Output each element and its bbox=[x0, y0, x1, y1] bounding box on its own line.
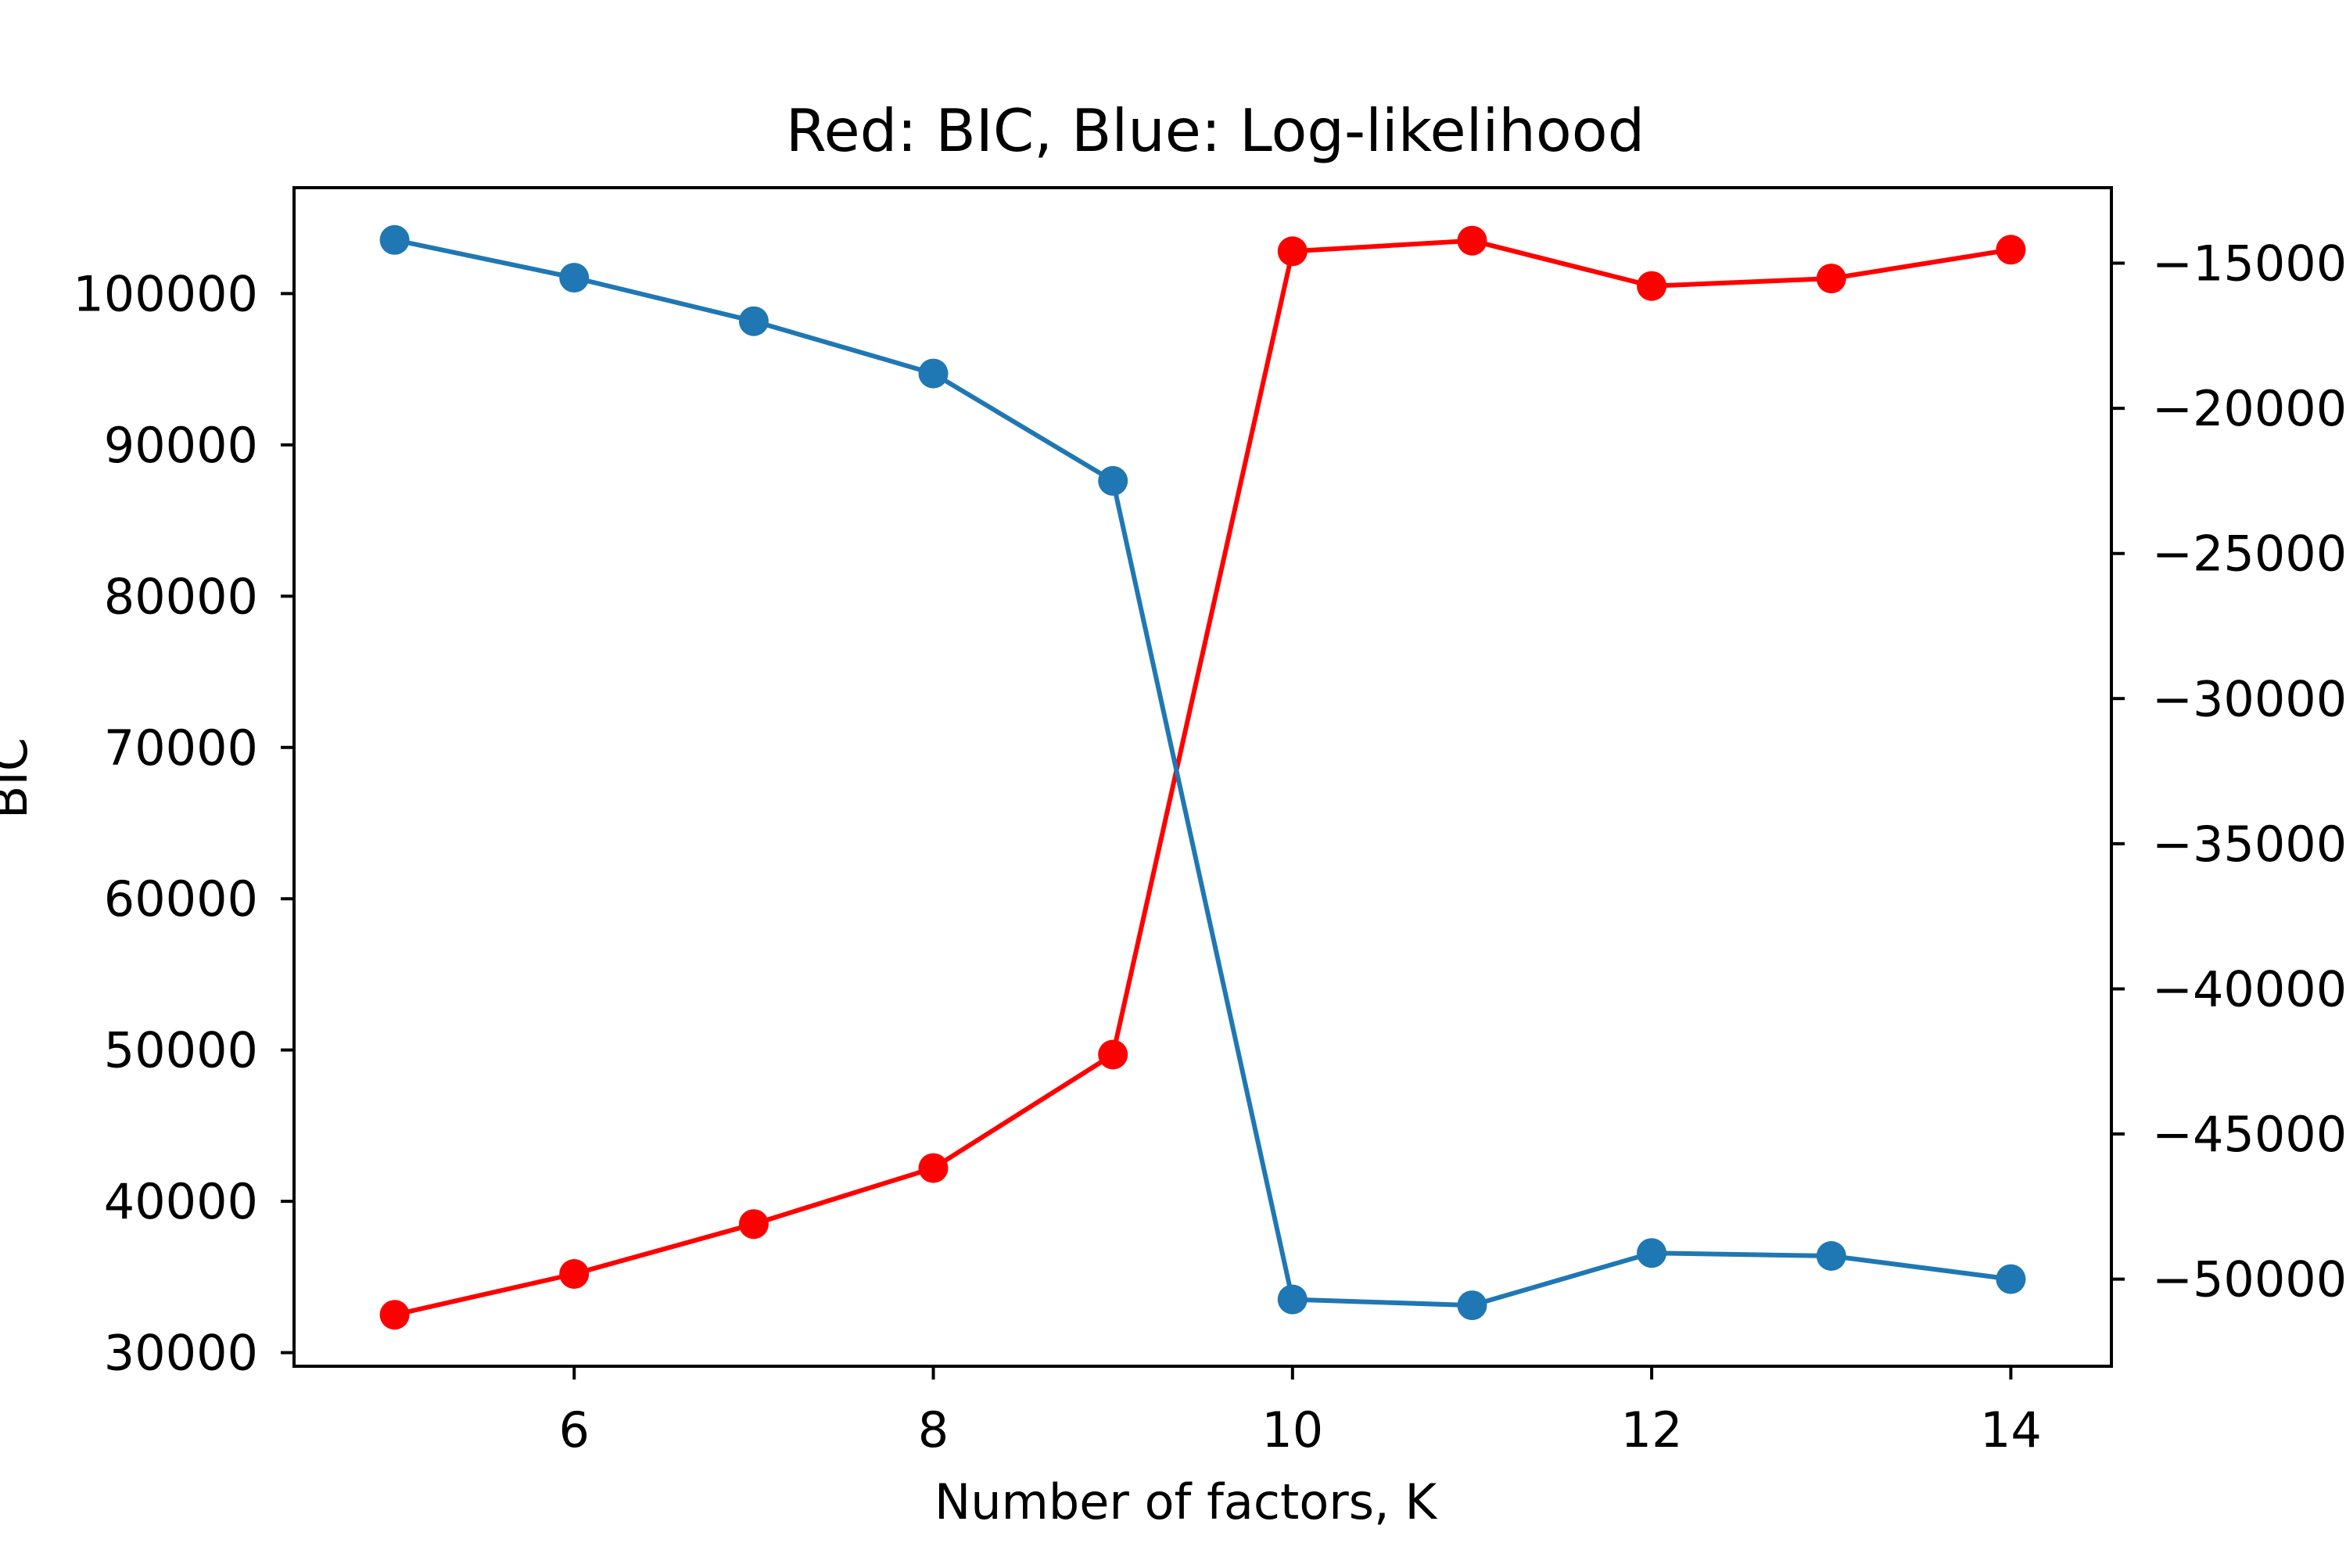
plot-frame bbox=[292, 186, 2113, 1368]
loglikelihood-data-point bbox=[918, 358, 949, 389]
y2-tick-label: −25000 bbox=[2152, 526, 2346, 583]
y-tick-label: 30000 bbox=[104, 1325, 258, 1382]
y2-tick-label: −35000 bbox=[2152, 816, 2346, 873]
bic-data-point bbox=[1457, 225, 1487, 256]
bic-data-point bbox=[559, 1259, 590, 1289]
bic-data-point bbox=[1098, 1039, 1128, 1070]
x-axis-title: Number of factors, K bbox=[934, 1473, 1438, 1530]
bic-data-point bbox=[1996, 235, 2026, 265]
loglikelihood-data-point bbox=[379, 224, 410, 255]
x-tick-label: 10 bbox=[1261, 1401, 1323, 1459]
x-tick-label: 12 bbox=[1621, 1401, 1683, 1459]
chart-title: Red: BIC, Blue: Log-likelihood bbox=[786, 96, 1645, 165]
bic-data-point bbox=[738, 1209, 769, 1240]
y2-tick-label: −50000 bbox=[2152, 1251, 2346, 1308]
loglikelihood-data-point bbox=[1637, 1238, 1667, 1268]
plot-area bbox=[379, 224, 2026, 1330]
loglikelihood-data-point bbox=[1277, 1284, 1308, 1315]
y-tick-label: 40000 bbox=[104, 1173, 258, 1230]
bic-series-line bbox=[393, 238, 2011, 1318]
y2-tick-label: −45000 bbox=[2152, 1106, 2346, 1163]
y2-tick-label: −15000 bbox=[2152, 235, 2346, 292]
bic-data-point bbox=[1277, 236, 1308, 267]
bic-data-point bbox=[379, 1300, 410, 1330]
loglikelihood-data-point bbox=[559, 263, 590, 293]
y-tick-label: 70000 bbox=[104, 719, 258, 777]
x-tick-label: 8 bbox=[918, 1401, 949, 1459]
loglikelihood-series-line bbox=[393, 237, 2011, 1308]
y2-tick-label: −30000 bbox=[2152, 670, 2346, 727]
bic-data-point bbox=[918, 1153, 949, 1183]
loglikelihood-data-point bbox=[738, 306, 769, 336]
y-tick-label: 60000 bbox=[104, 870, 258, 928]
y-tick-label: 50000 bbox=[104, 1022, 258, 1079]
loglikelihood-data-point bbox=[1098, 465, 1128, 496]
y-axis-title: BIC bbox=[0, 737, 38, 819]
loglikelihood-data-point bbox=[1996, 1264, 2026, 1294]
axes: 6 8 10 12 14 30000 40000 50000 60000 70000 80000 90… bbox=[73, 235, 2346, 1459]
y-tick-label: 100000 bbox=[73, 265, 258, 322]
loglikelihood-data-point bbox=[1816, 1241, 1846, 1271]
y-tick-label: 80000 bbox=[104, 568, 258, 625]
x-tick-label: 14 bbox=[1980, 1401, 2042, 1459]
y2-tick-label: −20000 bbox=[2152, 380, 2346, 437]
bic-data-point bbox=[1637, 271, 1667, 301]
x-tick-label: 6 bbox=[559, 1401, 590, 1459]
y-tick-label: 90000 bbox=[104, 417, 258, 474]
bic-data-point bbox=[1816, 264, 1846, 294]
y2-tick-label: −40000 bbox=[2152, 960, 2346, 1017]
loglikelihood-data-point bbox=[1457, 1290, 1487, 1321]
